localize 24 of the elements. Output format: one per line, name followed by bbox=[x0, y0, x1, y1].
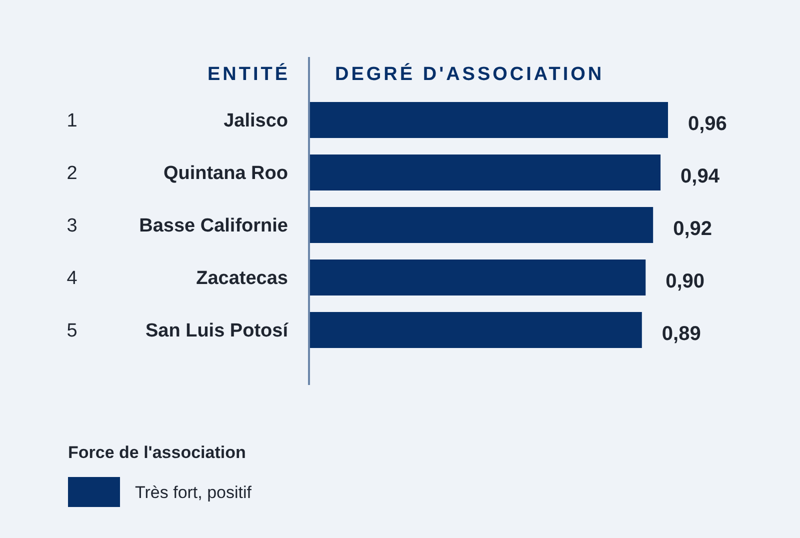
x-axis-title: DEGRÉ D'ASSOCIATION bbox=[335, 63, 604, 85]
y-tick-label: Quintana Roo bbox=[163, 163, 288, 184]
data-label: 0,89 bbox=[662, 323, 701, 345]
text: 1 bbox=[66, 110, 78, 132]
data-label: 0,96 bbox=[688, 113, 727, 135]
text: 4 bbox=[66, 268, 78, 290]
y-tick-label: Jalisco bbox=[224, 110, 288, 132]
y-tick-label: San Luis Potosí bbox=[145, 320, 289, 342]
text: 3 bbox=[66, 216, 78, 237]
y-tick-label: Zacatecas bbox=[196, 268, 288, 290]
bar bbox=[310, 102, 668, 138]
legend-label: Très fort, positif bbox=[135, 482, 252, 502]
data-label: 0,92 bbox=[673, 218, 712, 240]
legend-title: Force de l'association bbox=[68, 443, 246, 462]
data-label: 0,94 bbox=[680, 166, 720, 188]
bar bbox=[310, 312, 642, 348]
data-label: 0,90 bbox=[666, 270, 705, 292]
bar bbox=[310, 260, 646, 296]
text: 5 bbox=[66, 320, 78, 342]
bar bbox=[310, 154, 661, 190]
y-tick-label: Basse Californie bbox=[139, 216, 288, 237]
text: 2 bbox=[66, 163, 78, 184]
bar bbox=[310, 207, 654, 243]
y-axis-title: ENTITÉ bbox=[207, 63, 290, 85]
